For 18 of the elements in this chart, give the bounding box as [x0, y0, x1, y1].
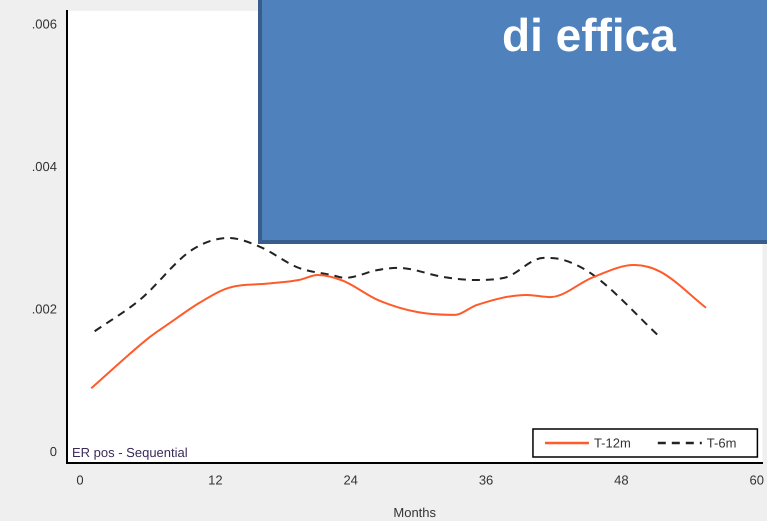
annotation: ER pos - Sequential [72, 445, 188, 460]
y-tick-label: .004 [32, 159, 57, 174]
x-tick-label: 12 [208, 472, 223, 488]
panel: di effica [258, 0, 767, 244]
x-axis-title: Months [393, 504, 437, 520]
x-tick-label: 48 [614, 472, 629, 488]
x-tick-label: 0 [76, 472, 84, 488]
legend-label: T-12m [594, 436, 631, 451]
x-tick-label: 24 [343, 472, 358, 488]
line-series [94, 236, 661, 338]
y-tick-label: 0 [50, 444, 57, 459]
legend-label: T-6m [706, 436, 736, 451]
line-series [90, 264, 708, 390]
x-tick-label: 36 [478, 472, 494, 488]
x-tick-label: 60 [750, 472, 764, 488]
y-tick-label: .006 [32, 16, 57, 32]
annotation: di effica [502, 8, 676, 62]
y-tick-label: .002 [32, 301, 57, 316]
